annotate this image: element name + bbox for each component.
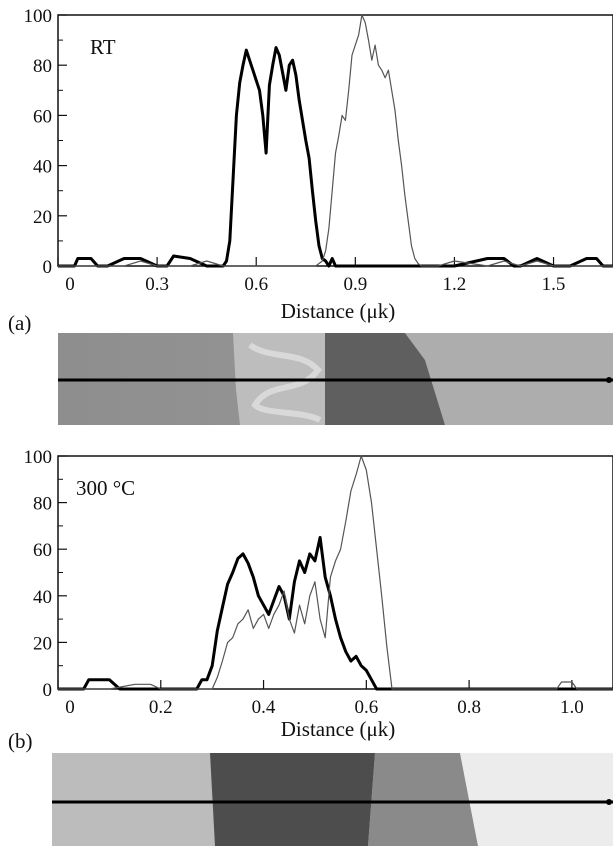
y-tick-label: 40 xyxy=(33,587,52,608)
x-tick-label: 0 xyxy=(65,697,75,718)
plot-frame xyxy=(57,455,613,690)
series-line-mn xyxy=(58,46,613,268)
y-tick-label: 40 xyxy=(33,157,52,178)
condition-label: 300 °C xyxy=(76,476,135,500)
plot-frame xyxy=(57,14,613,267)
x-tick-label: 0.4 xyxy=(252,697,276,718)
x-tick-label: 0.2 xyxy=(149,697,173,718)
y-axis-ticks: 0 20 40 60 80 100 xyxy=(24,447,67,701)
bi-region xyxy=(368,753,478,846)
x-tick-label: 0.6 xyxy=(354,697,378,718)
y-tick-label: 20 xyxy=(33,633,52,654)
substrate-region xyxy=(460,753,613,846)
scan-line-end xyxy=(606,377,612,383)
mn-texture xyxy=(248,342,322,423)
x-axis-label: Distance (μk) xyxy=(281,717,395,741)
series-line-mn xyxy=(58,536,613,691)
y-tick-label: 20 xyxy=(33,207,52,228)
chart-rt: 0 20 40 60 80 100 0 0.3 0.6 0.9 1.2 1.5 Distance (… xyxy=(8,6,613,335)
x-tick-label: 0 xyxy=(65,274,75,295)
scan-line-end xyxy=(606,799,612,805)
x-axis-ticks: 0 0.2 0.4 0.6 0.8 1.0 xyxy=(57,680,584,718)
y-axis-ticks: 0 20 40 60 80 100 xyxy=(24,6,67,278)
series-group xyxy=(58,455,613,691)
x-tick-label: 1.2 xyxy=(443,274,467,295)
micrograph-rt xyxy=(58,333,613,425)
x-tick-label: 1.5 xyxy=(542,274,566,295)
mn-bi-region xyxy=(210,753,375,846)
condition-label: RT xyxy=(90,35,116,59)
y-tick-label: 0 xyxy=(43,257,53,278)
y-tick-label: 60 xyxy=(33,106,52,127)
x-tick-label: 0.9 xyxy=(343,274,367,295)
y-tick-label: 0 xyxy=(43,680,53,701)
series-line-bi xyxy=(58,14,613,267)
y-tick-label: 80 xyxy=(33,494,52,515)
y-tick-label: 100 xyxy=(24,447,53,468)
micrograph-300c xyxy=(52,753,613,846)
series-group xyxy=(58,14,613,268)
panel-label-b: (b) xyxy=(8,729,33,753)
x-tick-label: 0.3 xyxy=(145,274,169,295)
y-tick-label: 100 xyxy=(24,6,53,27)
x-tick-label: 0.6 xyxy=(244,274,268,295)
series-line-bi xyxy=(58,455,613,690)
x-tick-label: 1.0 xyxy=(560,697,584,718)
x-tick-label: 0.8 xyxy=(457,697,481,718)
y-tick-label: 80 xyxy=(33,56,52,77)
x-axis-label: Distance (μk) xyxy=(281,299,395,323)
y-tick-label: 60 xyxy=(33,540,52,561)
panel-label-a: (a) xyxy=(8,311,31,335)
chart-300c: 0 20 40 60 80 100 0 0.2 0.4 0.6 0.8 1.0 Distance (… xyxy=(8,447,613,753)
